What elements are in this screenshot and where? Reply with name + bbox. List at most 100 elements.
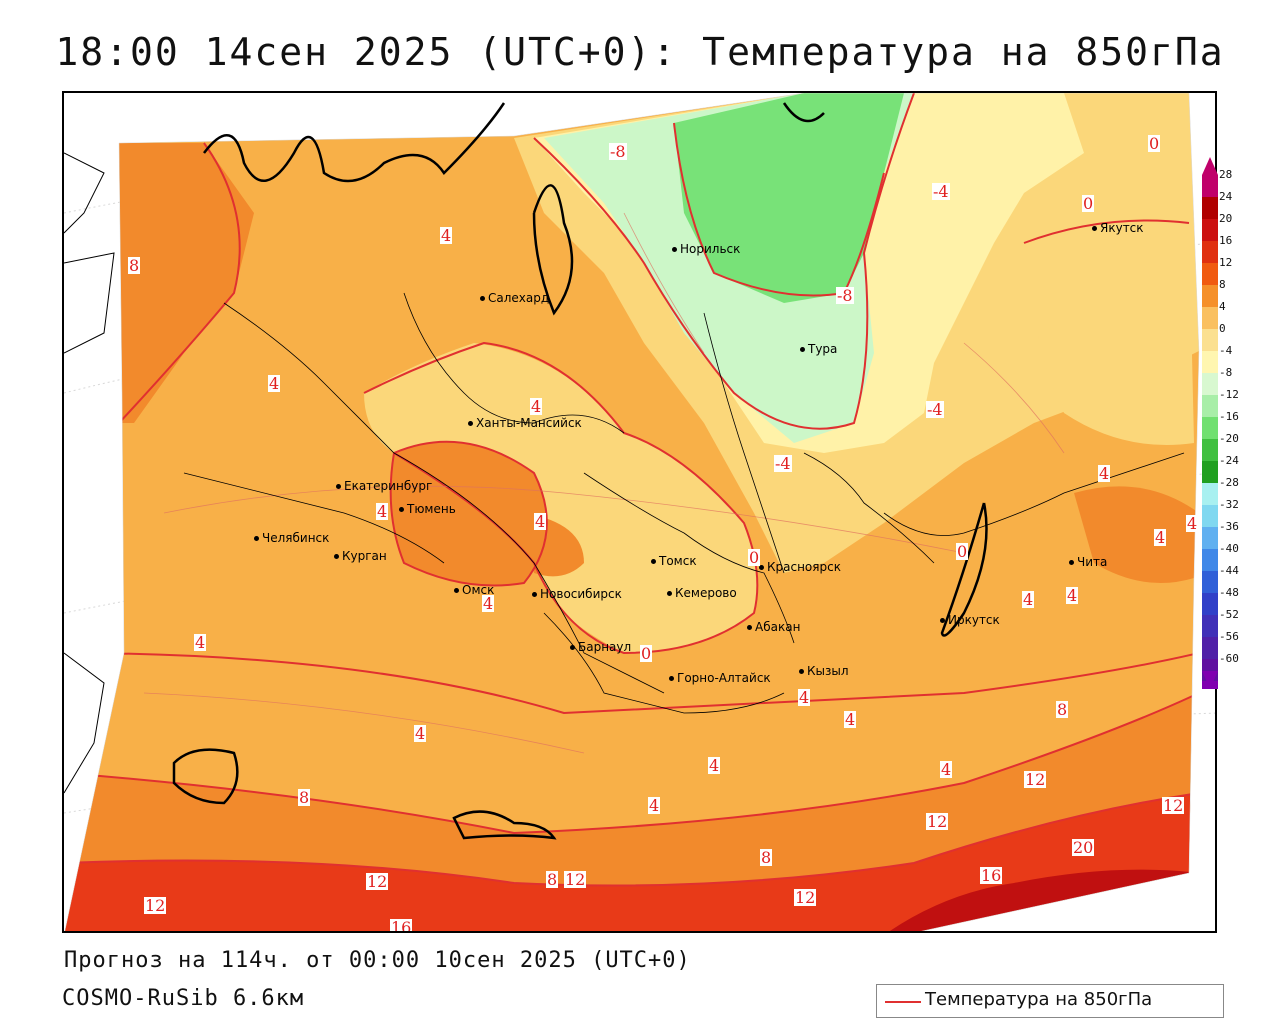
contour-label: 4 <box>376 502 389 521</box>
colorbar-step <box>1202 505 1218 527</box>
contour-label: 20 <box>1072 838 1095 857</box>
contour-label: 4 <box>648 796 661 815</box>
contour-label: -8 <box>609 142 627 161</box>
city-omsk: Омск <box>454 583 494 597</box>
city-kyzyl: Кызыл <box>799 664 849 678</box>
city-dot-icon <box>759 565 764 570</box>
colorbar-step <box>1202 461 1218 483</box>
city-dot-icon <box>1069 560 1074 565</box>
contour-label: 12 <box>144 896 167 915</box>
colorbar-tick-label: -8 <box>1219 366 1233 379</box>
city-tyumen: Тюмень <box>399 502 456 516</box>
colorbar-step <box>1202 241 1218 263</box>
colorbar-step <box>1202 329 1218 351</box>
city-krasnoyarsk: Красноярск <box>759 560 841 574</box>
city-yekaterinburg: Екатеринбург <box>336 479 432 493</box>
colorbar-step <box>1202 593 1218 615</box>
contour-label: 16 <box>390 919 413 931</box>
contour-label: 4 <box>530 397 543 416</box>
contour-label: 8 <box>128 256 141 275</box>
contour-label: 0 <box>1148 134 1161 153</box>
city-dot-icon <box>532 592 537 597</box>
city-dot-icon <box>1092 226 1097 231</box>
city-dot-icon <box>570 645 575 650</box>
model-name: COSMO-RuSib 6.6км <box>62 986 305 1011</box>
colorbar-step <box>1202 637 1218 659</box>
colorbar-step <box>1202 615 1218 637</box>
city-norilsk: Норильск <box>672 242 740 256</box>
contour-label: 12 <box>1162 796 1185 815</box>
city-dot-icon <box>468 421 473 426</box>
contour-label: 4 <box>194 633 207 652</box>
city-tomsk: Томск <box>651 554 697 568</box>
colorbar-tick-label: -56 <box>1219 630 1239 643</box>
colorbar-step <box>1202 197 1218 219</box>
colorbar-step <box>1202 175 1218 197</box>
colorbar-step <box>1202 439 1218 461</box>
contour-label: 12 <box>1024 770 1047 789</box>
city-khanty-mansiysk: Ханты-Мансийск <box>468 416 582 430</box>
contour-label: 4 <box>482 594 495 613</box>
coastlines <box>172 102 988 840</box>
temperature-field <box>64 93 1215 931</box>
contour-label: 8 <box>1056 700 1069 719</box>
colorbar-tick-label: -40 <box>1219 542 1239 555</box>
contour-label: -8 <box>836 286 854 305</box>
colorbar-tick-label: -24 <box>1219 454 1239 467</box>
city-abakan: Абакан <box>747 620 800 634</box>
colorbar-tick-label: 24 <box>1219 190 1233 203</box>
colorbar-tick-label: -16 <box>1219 410 1239 423</box>
city-dot-icon <box>800 347 805 352</box>
city-tura: Тура <box>800 342 837 356</box>
legend: Температура на 850гПа <box>876 984 1224 1018</box>
contour-label: 4 <box>1154 528 1167 547</box>
contour-label: -4 <box>932 182 950 201</box>
colorbar-tick-label: 16 <box>1219 234 1233 247</box>
colorbar-steps <box>1202 175 1218 689</box>
colorbar-tick-label: 12 <box>1219 256 1233 269</box>
colorbar-step <box>1202 285 1218 307</box>
city-gorno-altaysk: Горно-Алтайск <box>669 671 771 685</box>
city-dot-icon <box>399 507 404 512</box>
colorbar-bottom-arrow <box>1202 671 1218 689</box>
contour-label: 0 <box>956 542 969 561</box>
contour-label: 0 <box>640 644 653 663</box>
colorbar-step <box>1202 483 1218 505</box>
colorbar-step <box>1202 219 1218 241</box>
contour-label: 4 <box>1098 464 1111 483</box>
contour-label: 12 <box>564 870 587 889</box>
contour-label: 4 <box>534 512 547 531</box>
contour-label: 4 <box>798 688 811 707</box>
contour-label: 4 <box>940 760 953 779</box>
city-dot-icon <box>480 296 485 301</box>
city-yakutsk: Якутск <box>1092 221 1144 235</box>
colorbar-step <box>1202 395 1218 417</box>
city-dot-icon <box>747 625 752 630</box>
colorbar-step <box>1202 263 1218 285</box>
colorbar-tick-label: -20 <box>1219 432 1239 445</box>
colorbar-step <box>1202 417 1218 439</box>
colorbar-step <box>1202 549 1218 571</box>
colorbar-tick-label: -4 <box>1219 344 1233 357</box>
map-title: 18:00 14сен 2025 (UTC+0): Температура на… <box>55 30 1225 74</box>
contour-label: 8 <box>546 870 559 889</box>
city-dot-icon <box>667 591 672 596</box>
contour-label: 4 <box>268 374 281 393</box>
contour-label: 12 <box>794 888 817 907</box>
contour-label: 4 <box>708 756 721 775</box>
colorbar-tick-label: 28 <box>1219 168 1233 181</box>
contour-label: -4 <box>926 400 944 419</box>
temperature-bands <box>64 93 1199 931</box>
map-panel: Салехард Норильск Якутск Тура Ханты-Манс… <box>62 91 1217 933</box>
colorbar-step <box>1202 351 1218 373</box>
colorbar-step <box>1202 527 1218 549</box>
contour-label: 12 <box>366 872 389 891</box>
legend-line-swatch <box>885 1001 921 1003</box>
contour-label: 4 <box>440 226 453 245</box>
city-chita: Чита <box>1069 555 1107 569</box>
colorbar-tick-label: -44 <box>1219 564 1239 577</box>
colorbar-step <box>1202 571 1218 593</box>
colorbar-step <box>1202 307 1218 329</box>
colorbar-tick-label: 0 <box>1219 322 1226 335</box>
contour-label: 4 <box>414 724 427 743</box>
